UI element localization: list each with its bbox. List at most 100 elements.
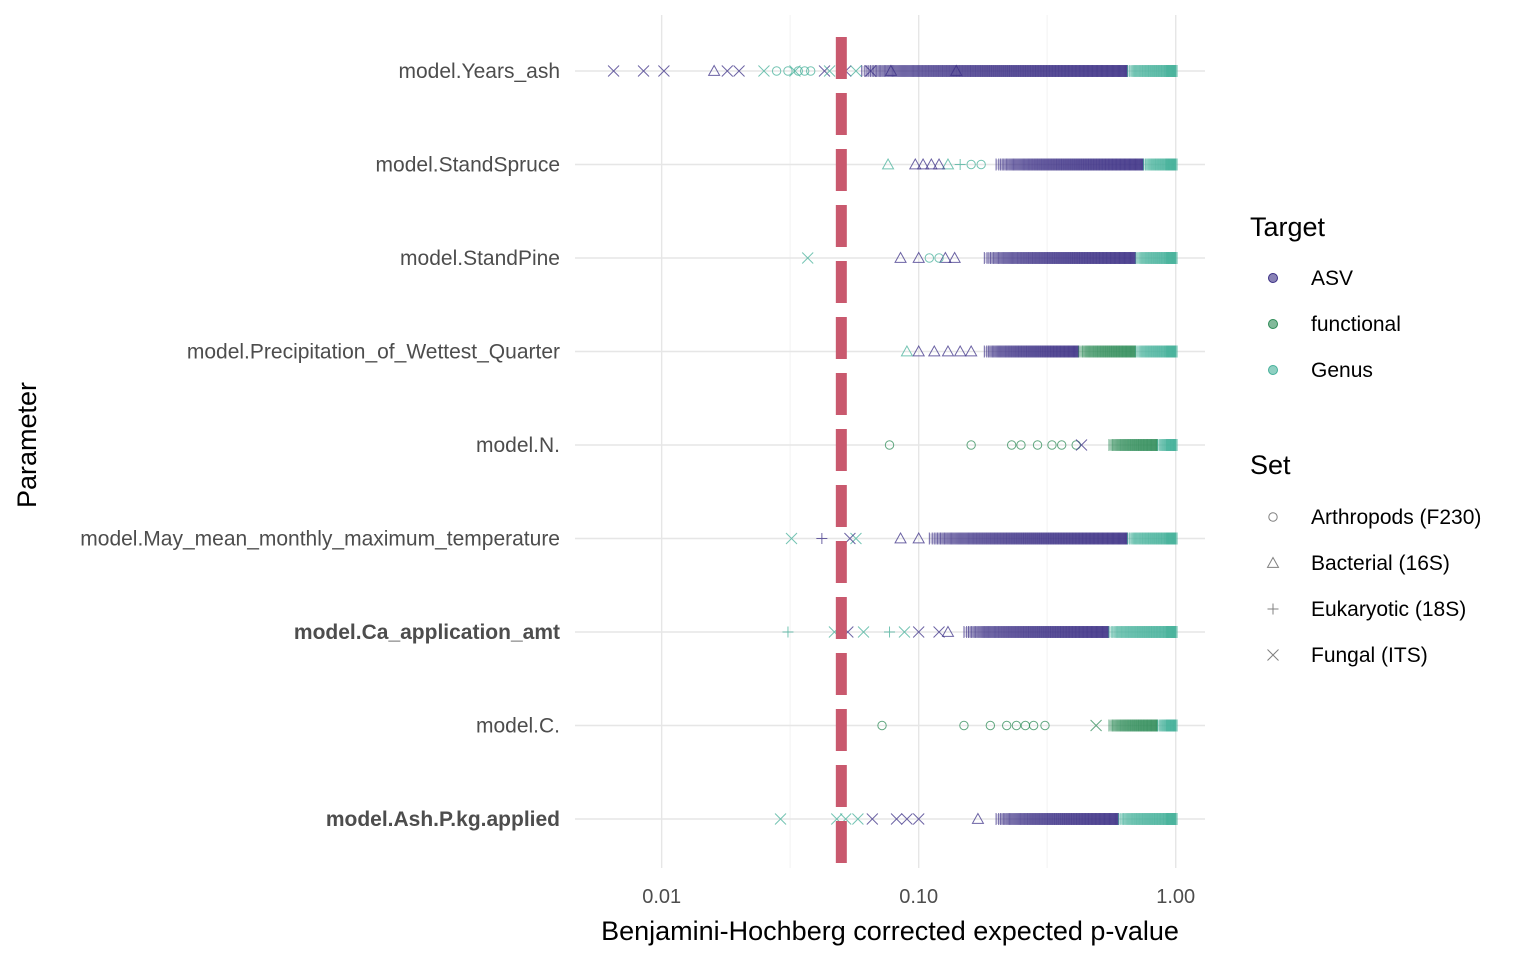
band-end-rect bbox=[1165, 65, 1178, 77]
data-point bbox=[707, 64, 721, 76]
threshold-dash bbox=[835, 205, 847, 247]
threshold-dash bbox=[835, 541, 847, 583]
data-point bbox=[1016, 440, 1026, 450]
y-tick-label: model.Ash.P.kg.applied bbox=[326, 808, 560, 831]
data-point bbox=[941, 625, 955, 637]
data-point bbox=[884, 64, 898, 76]
band-fill bbox=[1108, 627, 1176, 637]
band-fill bbox=[929, 533, 1128, 544]
legend-target-title: Target bbox=[1250, 212, 1326, 242]
y-tick-labels: model.Years_ash model.StandSpruce model.St… bbox=[80, 60, 560, 831]
data-point bbox=[783, 66, 793, 76]
y-tick-label: model.Ca_application_amt bbox=[294, 621, 560, 644]
data-point bbox=[881, 157, 895, 170]
data-point bbox=[971, 812, 985, 824]
threshold-dash bbox=[835, 261, 847, 303]
data-point bbox=[866, 813, 879, 825]
dense-band bbox=[995, 813, 1120, 825]
y-tick-label: model.May_mean_monthly_maximum_temperatu… bbox=[80, 528, 560, 551]
data-point bbox=[771, 66, 782, 76]
band-end-cluster bbox=[1165, 719, 1178, 732]
data-point bbox=[864, 65, 877, 77]
data-point bbox=[1032, 440, 1043, 450]
band-end-cluster bbox=[1165, 65, 1178, 77]
threshold-dash bbox=[835, 37, 847, 79]
threshold-dash bbox=[835, 429, 847, 471]
data-point bbox=[900, 344, 914, 357]
data-point bbox=[850, 532, 862, 545]
band-fill bbox=[996, 814, 1119, 824]
legend-key bbox=[1267, 649, 1279, 661]
data-point bbox=[890, 813, 903, 825]
data-point bbox=[912, 531, 926, 544]
dense-band bbox=[1108, 626, 1177, 638]
legend-label: Arthropods (F230) bbox=[1311, 506, 1481, 529]
data-point bbox=[1047, 440, 1057, 450]
y-tick-label: model.Years_ash bbox=[399, 60, 561, 83]
band-fill bbox=[1135, 346, 1176, 357]
points bbox=[607, 64, 1102, 825]
data-point bbox=[912, 251, 926, 263]
legend-key bbox=[1268, 512, 1278, 522]
band-fill bbox=[1108, 720, 1158, 731]
dense-band bbox=[995, 158, 1145, 171]
data-point bbox=[823, 65, 836, 77]
data-point bbox=[658, 65, 670, 77]
data-point bbox=[1090, 719, 1102, 732]
threshold-dash bbox=[835, 317, 847, 359]
x-tick-label: 0.10 bbox=[899, 886, 938, 908]
data-point bbox=[932, 157, 946, 170]
band-end-rect bbox=[1165, 439, 1178, 451]
band-end-rect bbox=[1165, 813, 1178, 825]
data-point bbox=[758, 65, 770, 77]
data-point bbox=[1040, 720, 1050, 731]
data-point bbox=[818, 65, 831, 77]
legend-label: Bacterial (16S) bbox=[1311, 552, 1450, 575]
band-fill bbox=[1143, 159, 1176, 170]
band-end-rect bbox=[1165, 252, 1178, 264]
legend-key bbox=[1268, 365, 1278, 375]
data-point bbox=[949, 64, 963, 76]
dense-band bbox=[928, 532, 1129, 545]
band-fill bbox=[1135, 253, 1176, 263]
data-point bbox=[901, 813, 913, 825]
data-point bbox=[976, 159, 986, 170]
data-point bbox=[941, 157, 955, 170]
band-fill bbox=[1127, 66, 1176, 76]
data-point bbox=[912, 813, 925, 825]
band-end-cluster bbox=[1165, 252, 1178, 264]
data-point bbox=[799, 66, 810, 76]
band-fill bbox=[1118, 814, 1176, 824]
threshold-dash bbox=[835, 373, 847, 415]
data-point bbox=[852, 813, 864, 825]
data-point bbox=[908, 157, 922, 170]
legend-target: Target ASV functional Genus bbox=[1250, 212, 1401, 382]
x-axis-title: Benjamini-Hochberg corrected expected p-… bbox=[601, 916, 1179, 946]
threshold-dash bbox=[835, 709, 847, 751]
band-end-cluster bbox=[1165, 532, 1178, 545]
data-point bbox=[805, 66, 816, 76]
band-end-cluster bbox=[1165, 439, 1178, 451]
band-fill bbox=[996, 159, 1144, 170]
data-point bbox=[927, 344, 941, 357]
data-point bbox=[894, 251, 907, 263]
band-fill bbox=[984, 253, 1136, 263]
y-tick-label: model.N. bbox=[476, 434, 560, 457]
legend-key bbox=[1266, 556, 1280, 568]
band-fill bbox=[1127, 533, 1176, 544]
band-end-cluster bbox=[1165, 345, 1178, 358]
threshold-dash bbox=[835, 597, 847, 639]
data-point bbox=[857, 626, 870, 638]
data-point bbox=[782, 626, 794, 638]
legend-set: Set Arthropods (F230) Bacterial (16S) Euka… bbox=[1250, 450, 1481, 667]
threshold-dash bbox=[835, 485, 847, 527]
band-end-cluster bbox=[1165, 813, 1178, 825]
data-point bbox=[916, 157, 930, 170]
legend-label: Eukaryotic (18S) bbox=[1311, 598, 1466, 621]
data-point bbox=[959, 720, 969, 731]
data-point bbox=[924, 253, 935, 263]
band-end-cluster bbox=[1165, 626, 1178, 638]
data-point bbox=[934, 253, 944, 263]
data-point bbox=[721, 65, 734, 77]
